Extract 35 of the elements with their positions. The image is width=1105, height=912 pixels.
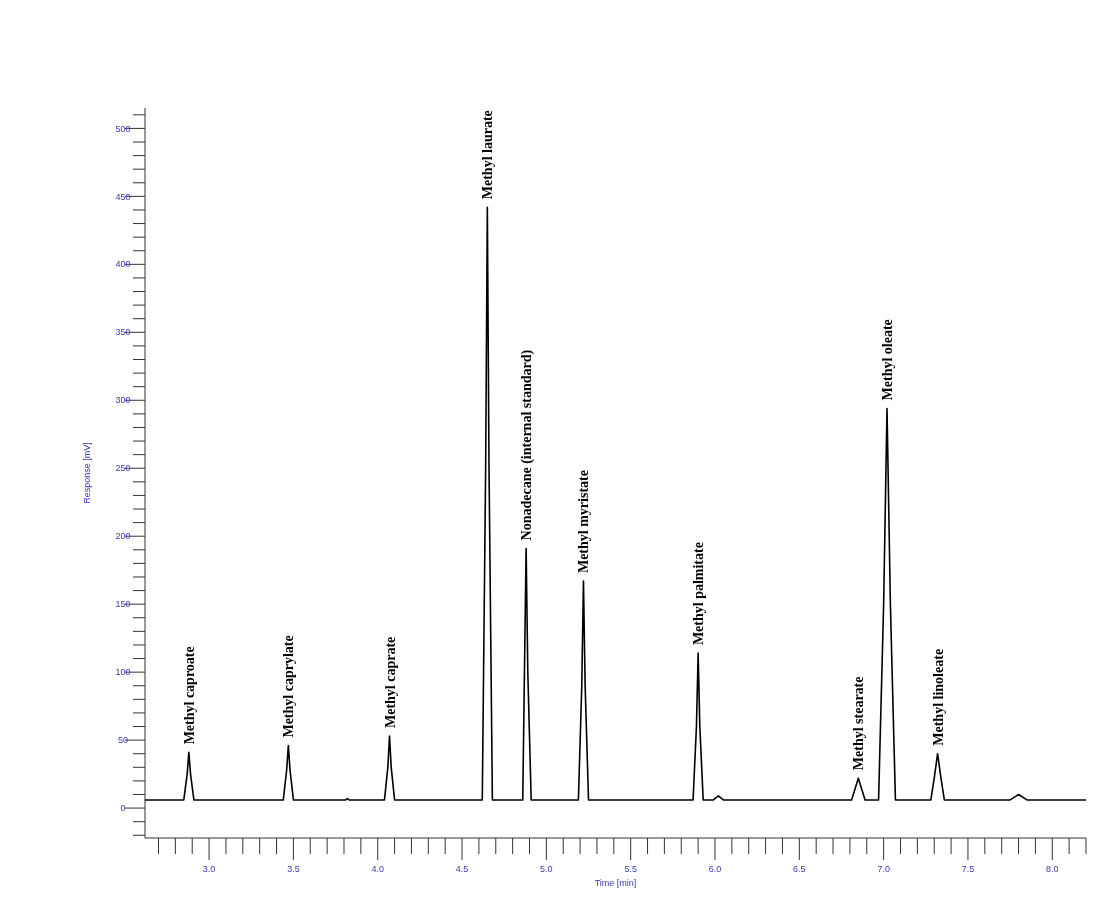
x-tick-label: 7.0 (877, 864, 890, 874)
annotation: Methyl caprate (382, 636, 398, 729)
y-tick-label: 150 (115, 599, 131, 610)
annotation: Methyl caprylate (281, 635, 297, 738)
x-tick-label: 4.5 (455, 864, 469, 874)
x-axis-title: Time [min] (594, 878, 637, 888)
y-tick-label: 50 (117, 735, 129, 746)
y-tick-label: 450 (115, 191, 131, 202)
x-tick-label: 3.0 (202, 864, 216, 874)
x-tick-label: 6.5 (793, 864, 806, 874)
annotation: Methyl caproate (181, 646, 197, 745)
y-tick-label: 350 (115, 327, 131, 338)
x-tick-label: 5.0 (540, 864, 553, 874)
y-tick-label: 200 (115, 531, 131, 542)
y-tick-label: 500 (115, 123, 131, 134)
annotation: Methyl linoleate (930, 648, 946, 746)
x-tick-label: 7.5 (961, 864, 975, 874)
x-tick-label: 4.0 (371, 864, 384, 874)
y-tick-label: 400 (115, 259, 131, 270)
annotation: Methyl laurate (480, 110, 496, 200)
annotation: Methyl palmitate (691, 542, 707, 646)
y-tick-label: 100 (115, 667, 131, 678)
x-tick-label: 8.0 (1046, 864, 1059, 874)
y-tick-label: 300 (115, 395, 131, 406)
line-series (144, 206, 1087, 801)
annotation: Methyl oleate (880, 319, 896, 401)
x-tick-label: 6.0 (708, 864, 722, 874)
y-tick-label: 0 (120, 803, 126, 814)
annotation: Nonadecane (internal standard) (519, 349, 536, 541)
y-tick-label: 250 (115, 463, 131, 474)
annotation: Methyl stearate (851, 676, 867, 771)
x-tick-label: 3.5 (287, 864, 300, 874)
x-tick-label: 5.5 (624, 864, 637, 874)
y-axis-title: Response [mV] (82, 442, 92, 504)
annotation: Methyl myristate (576, 470, 592, 574)
